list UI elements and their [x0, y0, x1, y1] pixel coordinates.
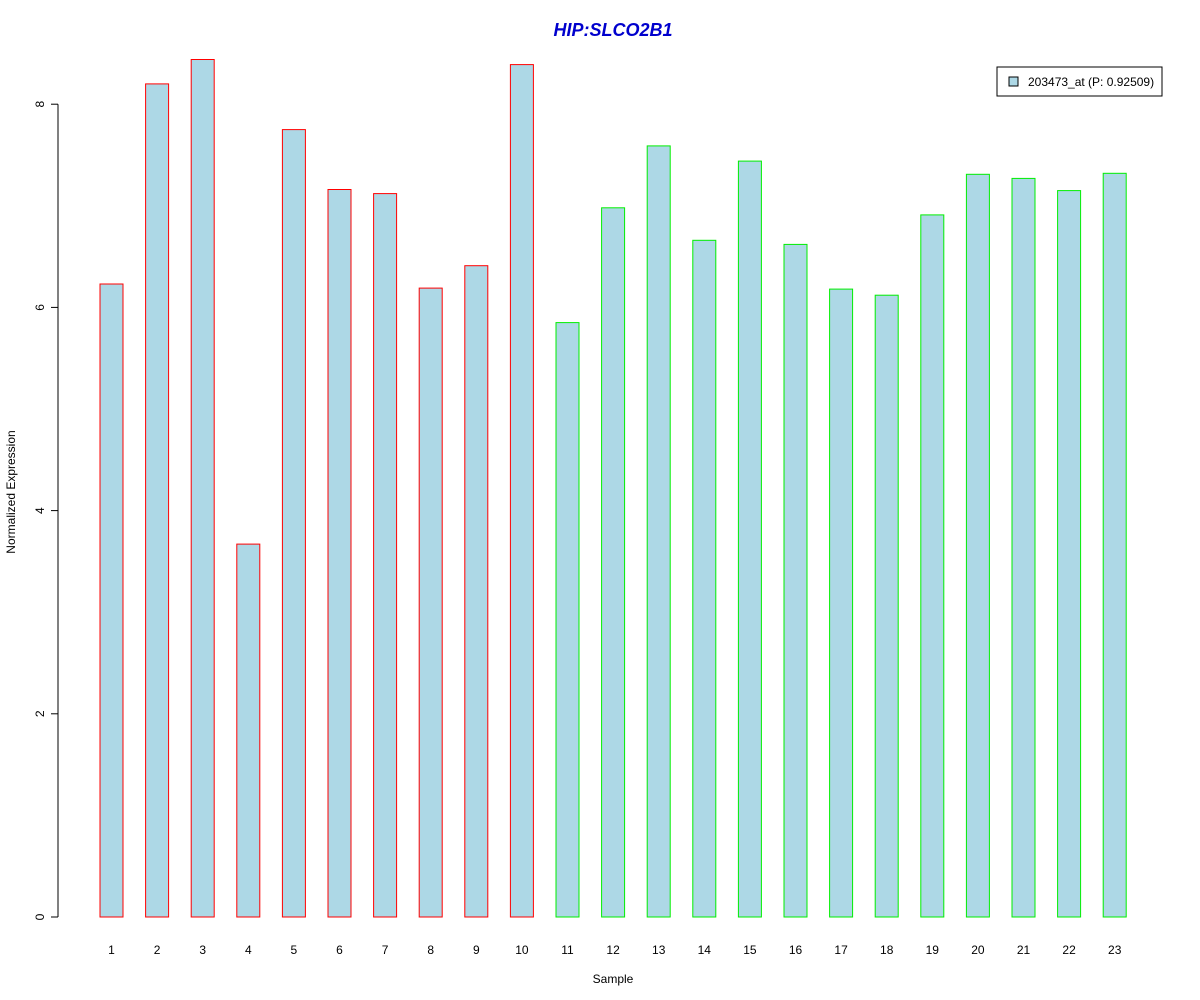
x-tick-label: 15 — [743, 943, 757, 957]
legend-label: 203473_at (P: 0.92509) — [1028, 75, 1154, 89]
x-tick-label: 19 — [926, 943, 940, 957]
x-tick-label: 11 — [561, 943, 574, 957]
y-tick-label: 4 — [33, 507, 47, 514]
bar-sample-5 — [281, 129, 306, 918]
x-tick-label: 9 — [473, 943, 480, 957]
legend-box — [996, 66, 1163, 97]
bar-sample-2 — [145, 83, 170, 918]
x-tick-label: 2 — [154, 943, 161, 957]
y-tick-label: 8 — [33, 101, 47, 108]
bars-group — [99, 59, 1127, 918]
x-axis-title: Sample — [593, 972, 634, 986]
bar-sample-22 — [1057, 190, 1082, 918]
bar-sample-21 — [1011, 177, 1036, 918]
bar-sample-9 — [464, 265, 489, 918]
bar-sample-1 — [99, 283, 124, 918]
y-tick-label: 0 — [33, 913, 47, 920]
bar-sample-10 — [509, 64, 534, 918]
x-tick-labels: 1 2 3 4 5 6 7 8 9 10 11 12 13 14 15 16 17 18 19 20 21 22 23 — [108, 943, 1122, 957]
bar-sample-14 — [692, 239, 717, 918]
bar-sample-13 — [646, 145, 671, 918]
legend: 203473_at (P: 0.92509) — [996, 66, 1163, 97]
chart-title: HIP:SLCO2B1 — [553, 20, 672, 40]
x-tick-label: 21 — [1017, 943, 1031, 957]
x-tick-label: 5 — [291, 943, 298, 957]
bar-sample-20 — [965, 173, 990, 918]
x-tick-label: 20 — [971, 943, 985, 957]
x-tick-label: 3 — [199, 943, 206, 957]
bar-sample-15 — [737, 160, 762, 918]
bar-sample-18 — [874, 294, 899, 918]
x-tick-label: 22 — [1062, 943, 1076, 957]
x-tick-label: 16 — [789, 943, 803, 957]
x-tick-label: 17 — [834, 943, 848, 957]
x-tick-label: 10 — [515, 943, 529, 957]
bar-sample-3 — [190, 59, 215, 918]
x-tick-label: 7 — [382, 943, 389, 957]
bar-sample-16 — [783, 243, 808, 918]
y-tick-label: 6 — [33, 304, 47, 311]
y-axis: 0 2 4 6 8 — [33, 101, 59, 920]
bar-sample-11 — [555, 322, 580, 918]
x-tick-label: 13 — [652, 943, 666, 957]
y-tick-label: 2 — [33, 710, 47, 717]
x-tick-label: 8 — [427, 943, 434, 957]
bar-sample-7 — [373, 193, 398, 918]
bar-sample-23 — [1102, 172, 1127, 918]
x-tick-label: 6 — [336, 943, 343, 957]
x-tick-label: 4 — [245, 943, 252, 957]
bar-sample-19 — [920, 214, 945, 918]
bar-sample-17 — [829, 288, 854, 918]
x-tick-label: 1 — [108, 943, 115, 957]
x-tick-label: 23 — [1108, 943, 1122, 957]
x-tick-label: 12 — [606, 943, 620, 957]
y-axis-title: Normalized Expression — [4, 430, 18, 553]
bar-sample-4 — [236, 543, 261, 918]
bar-sample-8 — [418, 287, 443, 918]
bar-sample-6 — [327, 189, 352, 918]
bar-sample-12 — [601, 207, 626, 918]
legend-swatch — [1008, 76, 1019, 87]
x-tick-label: 14 — [698, 943, 712, 957]
x-tick-label: 18 — [880, 943, 894, 957]
